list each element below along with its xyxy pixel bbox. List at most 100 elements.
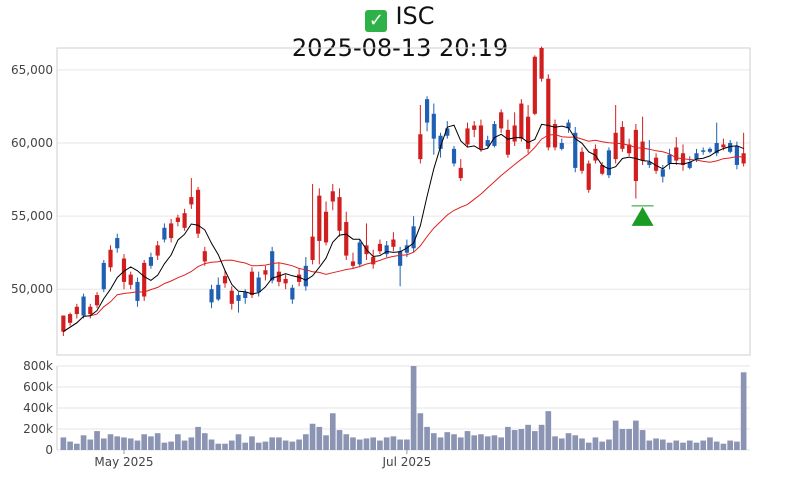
volume-bar	[457, 437, 464, 450]
candle-body	[707, 148, 713, 152]
candlestick	[290, 284, 295, 304]
candle-body	[552, 124, 558, 148]
candlestick	[600, 162, 605, 176]
candle-body	[121, 258, 127, 282]
volume-bar	[417, 413, 424, 450]
candle-body	[627, 144, 632, 154]
candlestick	[418, 105, 423, 164]
candle-body	[451, 148, 457, 164]
volume-bar	[585, 442, 592, 450]
candle-body	[61, 315, 66, 332]
candlestick	[445, 121, 450, 139]
x-tick-label: Jul 2025	[381, 455, 431, 469]
candlestick	[391, 232, 396, 252]
candlestick	[647, 140, 652, 168]
candle-body	[175, 217, 180, 222]
candle-body	[687, 162, 692, 168]
candle-body	[499, 112, 504, 129]
volume-bar	[464, 431, 471, 450]
candlestick	[81, 293, 86, 319]
volume-bar	[680, 442, 686, 450]
candlestick	[660, 164, 665, 183]
price-panel-frame	[56, 47, 751, 356]
volume-bar	[67, 441, 73, 450]
volume-bar	[228, 440, 235, 450]
volume-bar	[558, 438, 565, 450]
candle-body	[701, 150, 706, 152]
candle-body	[202, 251, 207, 262]
candlestick	[384, 240, 389, 258]
candlestick	[371, 249, 376, 269]
candlestick	[344, 211, 349, 260]
candlestick	[472, 121, 477, 138]
candle-body	[81, 296, 86, 316]
candlestick	[74, 303, 79, 319]
volume-bar	[363, 438, 370, 450]
candle-body	[424, 99, 430, 123]
volume-bar	[323, 435, 329, 450]
candle-body	[128, 274, 133, 285]
price-gridlines	[57, 69, 750, 290]
candle-body	[337, 197, 342, 231]
volume-bar	[94, 431, 100, 450]
candle-body	[74, 306, 79, 315]
volume-bar	[451, 434, 457, 450]
candlestick	[222, 270, 228, 288]
candle-body	[115, 238, 120, 249]
candle-body	[472, 125, 477, 130]
candlestick	[216, 277, 221, 301]
candle-body	[357, 242, 362, 265]
volume-bar	[498, 437, 504, 450]
volume-bar	[484, 436, 491, 450]
volume-bar	[552, 436, 558, 450]
candle-body	[155, 245, 160, 256]
candlestick	[108, 245, 113, 272]
candle-body	[586, 163, 591, 190]
volume-bar	[370, 437, 377, 450]
volume-bar	[107, 434, 114, 450]
volume-bar	[329, 413, 336, 450]
candle-body	[189, 197, 194, 205]
candle-body	[741, 153, 746, 164]
volume-bar	[87, 439, 94, 450]
candle-body	[148, 257, 154, 266]
candle-body	[263, 270, 268, 275]
candlestick	[701, 147, 706, 155]
volume-bar	[424, 426, 430, 450]
candlestick	[155, 240, 160, 260]
volume-tick-label: 200k	[23, 422, 53, 436]
volume-bar	[700, 440, 707, 450]
candle-body	[566, 122, 571, 129]
candlestick	[377, 239, 383, 255]
candle-body	[694, 153, 699, 160]
candle-body	[323, 211, 329, 243]
title-symbol-line: ✓ ISC	[0, 0, 800, 32]
candle-body	[512, 125, 517, 142]
candle-body	[216, 284, 221, 300]
volume-bar	[659, 439, 666, 450]
volume-bar	[336, 430, 343, 450]
candlestick	[128, 271, 133, 290]
volume-bar	[538, 424, 545, 450]
candle-body	[478, 125, 484, 149]
volume-tick-label: 800k	[23, 359, 53, 373]
volume-bar	[222, 443, 228, 450]
volume-tick-labels: 0 200k 400k 600k 800k	[23, 359, 53, 457]
candlestick	[283, 274, 288, 290]
price-tick-label: 65,000	[11, 63, 53, 77]
volume-bar	[141, 434, 148, 450]
volume-bar	[430, 433, 437, 450]
volume-bar	[653, 438, 659, 450]
candlestick	[317, 188, 322, 265]
volume-gridlines	[57, 365, 750, 451]
candle-body	[182, 213, 187, 228]
volume-bar	[505, 426, 511, 450]
volume-bar	[343, 434, 350, 450]
price-tick-label: 60,000	[11, 136, 53, 150]
volume-bar	[60, 437, 67, 450]
volume-bars	[60, 366, 747, 450]
candlestick	[398, 246, 403, 287]
volume-bar	[693, 442, 700, 450]
candle-body	[465, 128, 470, 145]
volume-tick-label: 400k	[23, 401, 53, 415]
